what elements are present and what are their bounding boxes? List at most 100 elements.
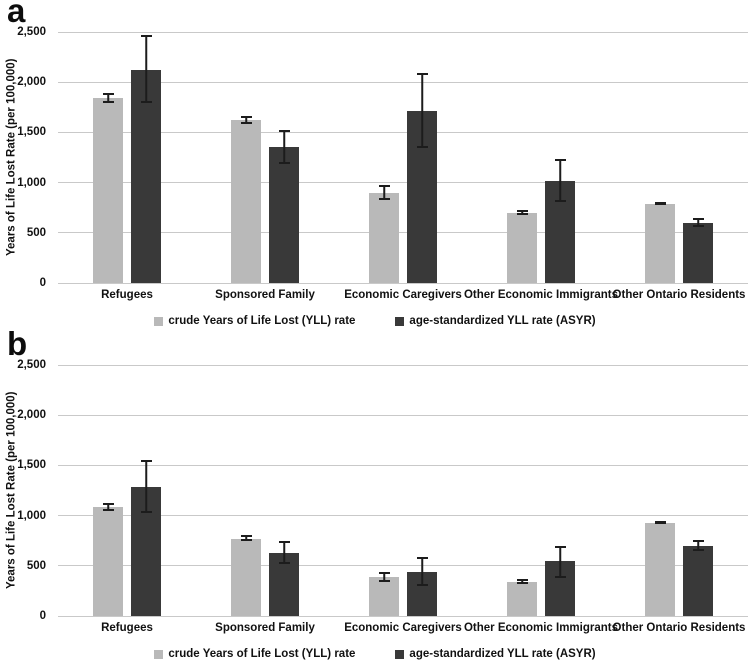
y-axis-ticks: 0 500 1,000 1,500 2,000 2,500 bbox=[0, 26, 52, 289]
error-bar-line bbox=[145, 35, 147, 104]
legend-swatch-crude bbox=[154, 316, 164, 326]
y-tick-label: 1,500 bbox=[17, 126, 46, 139]
error-bar bbox=[516, 579, 528, 584]
error-bar bbox=[516, 210, 528, 216]
legend-item-asyr: age-standardized YLL rate (ASYR) bbox=[395, 315, 596, 327]
y-tick-label: 1,000 bbox=[17, 176, 46, 189]
plot-area bbox=[58, 364, 748, 617]
error-bar-cap-top bbox=[516, 210, 528, 213]
x-category-label: Other Ontario Residents bbox=[612, 622, 746, 634]
error-bar bbox=[416, 556, 428, 586]
y-tick-label: 2,500 bbox=[17, 26, 46, 38]
error-bar-cap-bottom bbox=[240, 122, 252, 125]
y-tick-label: 2,000 bbox=[17, 409, 46, 422]
error-bar-cap-top bbox=[416, 556, 428, 559]
error-bar-cap-bottom bbox=[140, 101, 152, 104]
error-bar-line bbox=[421, 72, 423, 149]
error-bar-cap-bottom bbox=[140, 510, 152, 513]
legend-item-asyr: age-standardized YLL rate (ASYR) bbox=[395, 648, 596, 660]
error-bar bbox=[240, 116, 252, 125]
legend-swatch-asyr bbox=[395, 316, 405, 326]
bar-crude-yll bbox=[231, 538, 261, 616]
error-bar bbox=[554, 545, 566, 578]
y-tick-label: 2,000 bbox=[17, 76, 46, 89]
error-bar-line bbox=[245, 116, 247, 125]
x-category-label: Economic Caregivers bbox=[344, 289, 462, 301]
error-bar bbox=[692, 217, 704, 227]
error-bar-line bbox=[107, 502, 109, 512]
gridline bbox=[58, 464, 748, 466]
gridline bbox=[58, 182, 748, 184]
legend-label-crude: crude Years of Life Lost (YLL) rate bbox=[168, 315, 356, 327]
plot-area bbox=[58, 31, 748, 284]
gridline bbox=[58, 232, 748, 234]
error-bar-line bbox=[559, 545, 561, 578]
x-axis-labels: Refugees Sponsored Family Economic Caregiv… bbox=[58, 289, 748, 305]
gridline bbox=[58, 81, 748, 83]
error-bar-cap-bottom bbox=[654, 202, 666, 205]
x-category-label: Sponsored Family bbox=[215, 289, 315, 301]
panel-b: b Years of Life Lost Rate (per 100,000) … bbox=[0, 327, 750, 667]
error-bar-cap-top bbox=[516, 579, 528, 582]
legend: crude Years of Life Lost (YLL) rate age-… bbox=[0, 313, 750, 329]
error-bar-line bbox=[383, 185, 385, 201]
y-tick-label: 1,000 bbox=[17, 509, 46, 522]
error-bar-line bbox=[697, 217, 699, 227]
error-bar bbox=[102, 93, 114, 103]
legend-label-crude: crude Years of Life Lost (YLL) rate bbox=[168, 648, 356, 660]
bar-asyr bbox=[683, 222, 713, 283]
error-bar-cap-top bbox=[416, 72, 428, 75]
gridline bbox=[58, 364, 748, 366]
error-bar-line bbox=[521, 210, 523, 216]
error-bar bbox=[278, 540, 290, 564]
bar-crude-yll bbox=[645, 203, 675, 283]
error-bar-cap-top bbox=[240, 116, 252, 119]
error-bar-line bbox=[107, 93, 109, 103]
error-bar-cap-top bbox=[240, 535, 252, 538]
error-bar bbox=[140, 35, 152, 104]
error-bar-cap-bottom bbox=[102, 100, 114, 103]
bar-crude-yll bbox=[93, 98, 123, 283]
error-bar-cap-top bbox=[278, 130, 290, 133]
error-bar-line bbox=[283, 540, 285, 564]
error-bar bbox=[140, 460, 152, 513]
y-tick-label: 500 bbox=[26, 559, 46, 572]
gridline bbox=[58, 615, 748, 617]
error-bar bbox=[378, 185, 390, 201]
error-bar-cap-bottom bbox=[654, 522, 666, 525]
x-axis-labels: Refugees Sponsored Family Economic Caregiv… bbox=[58, 622, 748, 638]
y-axis-ticks: 0 500 1,000 1,500 2,000 2,500 bbox=[0, 359, 52, 622]
gridline bbox=[58, 282, 748, 284]
error-bar-cap-top bbox=[378, 571, 390, 574]
x-category-label: Economic Caregivers bbox=[344, 622, 462, 634]
error-bar-cap-bottom bbox=[378, 579, 390, 582]
legend-swatch-crude bbox=[154, 649, 164, 659]
error-bar-cap-top bbox=[692, 539, 704, 542]
panel-label-b: b bbox=[7, 325, 28, 362]
error-bar bbox=[654, 202, 666, 205]
error-bar-line bbox=[283, 130, 285, 164]
x-category-label: Other Economic Immigrants bbox=[463, 622, 619, 634]
legend-label-asyr: age-standardized YLL rate (ASYR) bbox=[409, 315, 596, 327]
y-tick-label: 1,500 bbox=[17, 459, 46, 472]
gridline bbox=[58, 131, 748, 133]
bar-asyr bbox=[269, 146, 299, 283]
error-bar-cap-bottom bbox=[692, 224, 704, 227]
error-bar-cap-top bbox=[692, 217, 704, 220]
error-bar bbox=[554, 158, 566, 202]
bar-crude-yll bbox=[93, 507, 123, 616]
x-category-label: Other Ontario Residents bbox=[612, 289, 746, 301]
bar-crude-yll bbox=[369, 192, 399, 283]
error-bar-line bbox=[383, 571, 385, 582]
error-bar-cap-bottom bbox=[692, 548, 704, 551]
error-bar-cap-bottom bbox=[278, 161, 290, 164]
error-bar-line bbox=[697, 539, 699, 551]
x-category-label: Other Economic Immigrants bbox=[463, 289, 619, 301]
error-bar-cap-top bbox=[102, 502, 114, 505]
error-bar-cap-bottom bbox=[516, 213, 528, 216]
bar-crude-yll bbox=[645, 522, 675, 616]
error-bar bbox=[654, 521, 666, 525]
error-bar-cap-top bbox=[554, 545, 566, 548]
error-bar-cap-top bbox=[102, 93, 114, 96]
